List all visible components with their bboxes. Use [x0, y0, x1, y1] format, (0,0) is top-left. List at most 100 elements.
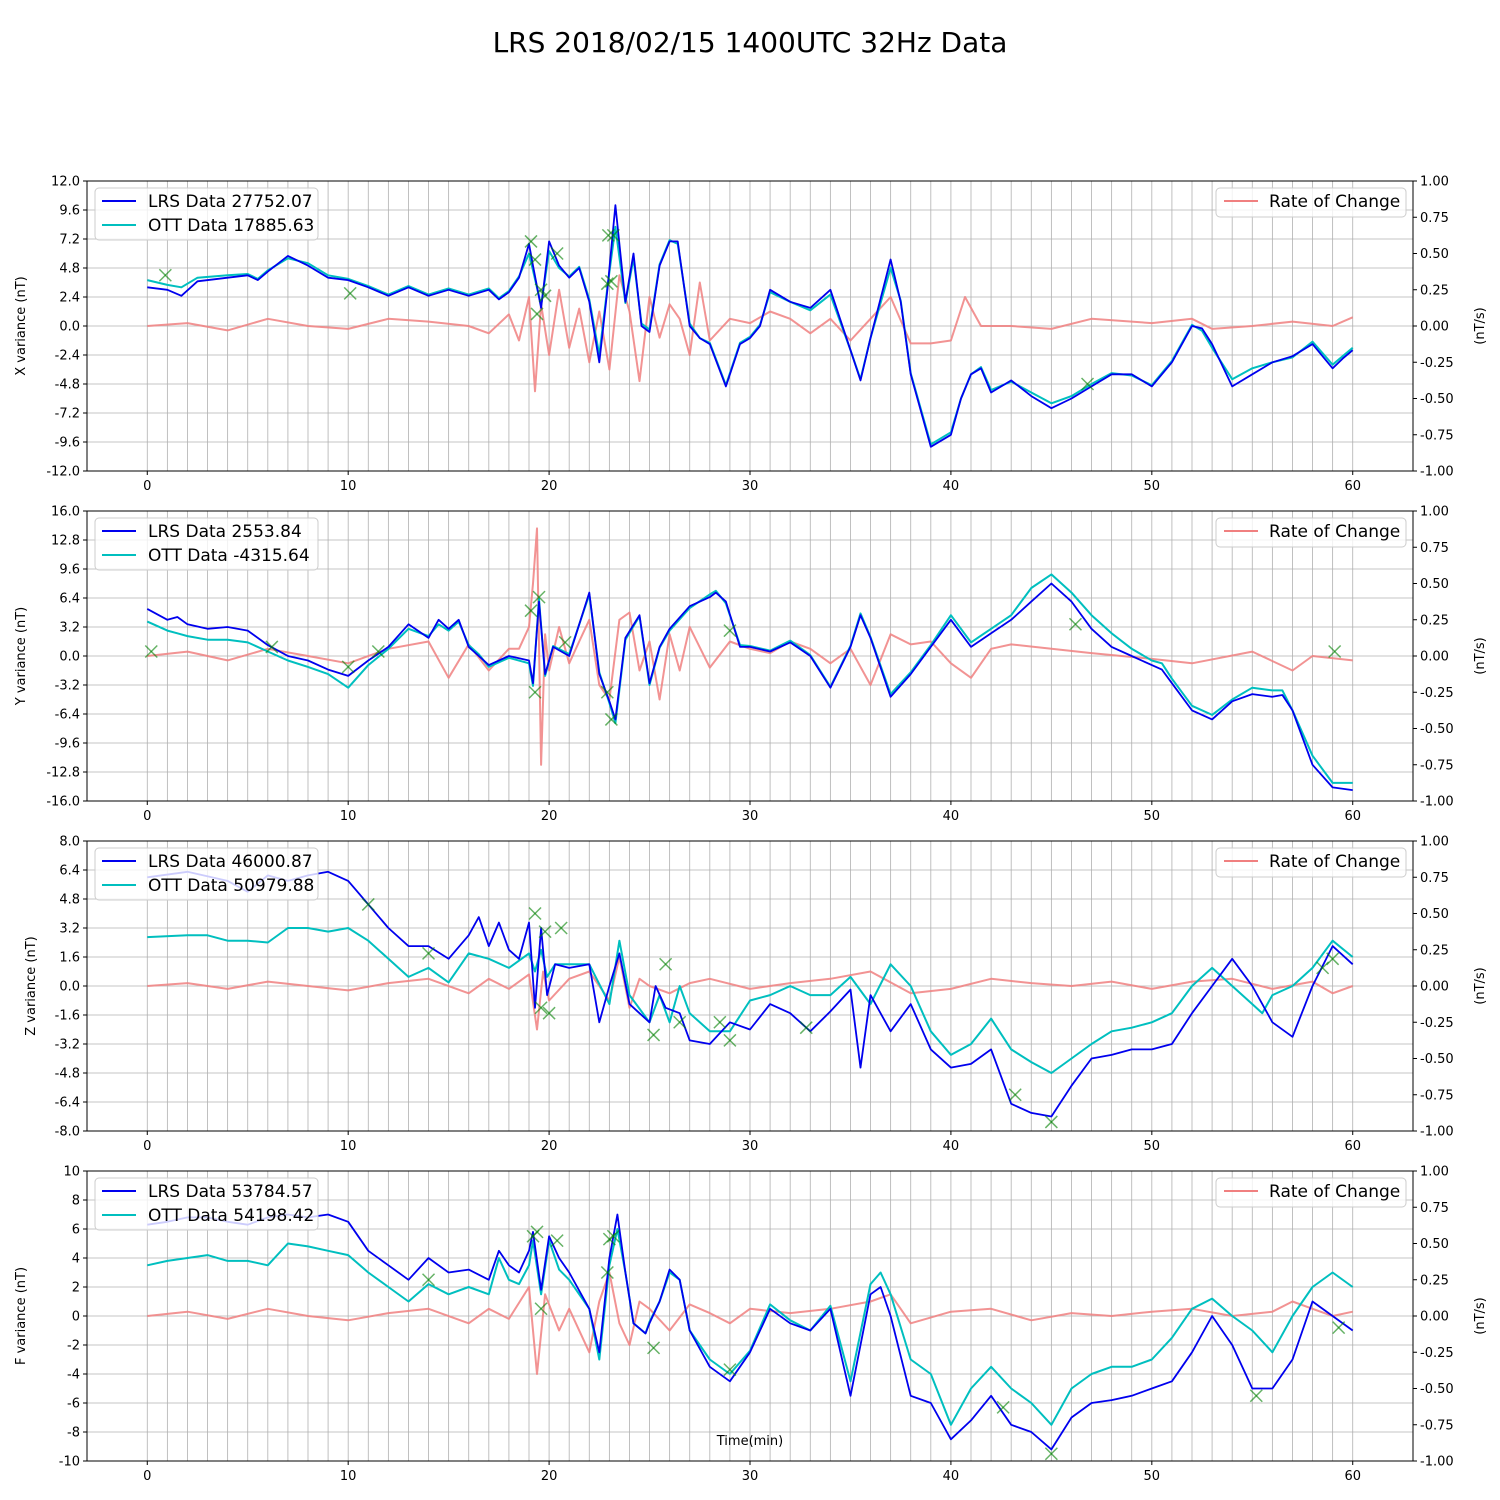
x-marker-stroke — [532, 590, 546, 604]
y-tick-label: -8 — [67, 1426, 80, 1441]
rate-of-change-line — [147, 1271, 1353, 1375]
x-marker-stroke — [600, 1265, 614, 1280]
x-marker — [1328, 644, 1342, 658]
x-marker-stroke — [558, 635, 572, 649]
y2-tick-label: -1.00 — [1420, 795, 1454, 810]
x-marker-stroke — [528, 685, 542, 699]
y-tick-label: -4.8 — [55, 378, 80, 393]
y-tick-label: -3.2 — [55, 679, 80, 694]
x-marker-stroke — [647, 1028, 661, 1042]
x-tick-label: 60 — [1344, 1139, 1361, 1154]
x-marker — [1044, 1447, 1058, 1461]
y-tick-label: -4 — [67, 1368, 80, 1383]
x-marker — [600, 277, 614, 291]
x-marker — [799, 1021, 813, 1035]
y2-tick-label: -0.25 — [1420, 1016, 1454, 1031]
x-marker-stroke — [1008, 1088, 1022, 1102]
x-marker — [673, 1015, 687, 1029]
x-marker — [534, 283, 548, 297]
panel-4: 1086420-2-4-6-8-101.000.750.500.250.00-0… — [14, 1165, 1488, 1485]
x-tick-label: 20 — [541, 1469, 558, 1484]
y2-tick-label: 0.00 — [1420, 320, 1449, 335]
y-tick-label: 6 — [72, 1223, 80, 1238]
x-marker-stroke — [673, 1015, 687, 1029]
y-tick-label: 8.0 — [59, 835, 80, 850]
x-marker — [528, 253, 542, 267]
x-marker-stroke — [1044, 1115, 1058, 1129]
x-marker — [713, 1015, 727, 1029]
y-tick-label: 12.0 — [51, 175, 80, 190]
x-marker-stroke — [422, 1273, 436, 1287]
x-marker — [1249, 1389, 1263, 1403]
x-tick-label: 20 — [541, 809, 558, 824]
x-tick-label: 20 — [541, 1139, 558, 1154]
y2-tick-label: 0.00 — [1420, 650, 1449, 665]
x-marker-stroke — [542, 1006, 556, 1020]
y-tick-label: 3.2 — [59, 922, 80, 937]
y-tick-label: -12.8 — [46, 766, 80, 781]
x-marker — [647, 1028, 661, 1042]
x-marker-stroke — [534, 283, 548, 297]
x-marker — [542, 1006, 556, 1020]
y-tick-label: -7.2 — [55, 407, 80, 422]
x-marker — [600, 1265, 614, 1280]
x-marker-stroke — [723, 1033, 737, 1047]
y-tick-label: 6.4 — [59, 864, 80, 879]
y-tick-label: 1.6 — [59, 951, 80, 966]
x-tick-label: 10 — [340, 1139, 357, 1154]
y2-tick-label: 0.50 — [1420, 577, 1449, 592]
lrs-data-line — [146, 582, 1353, 791]
x-marker-stroke — [600, 277, 614, 291]
x-marker — [528, 906, 542, 921]
x-tick-label: 40 — [943, 1469, 960, 1484]
x-marker-stroke — [659, 957, 673, 971]
x-marker-stroke — [606, 228, 620, 242]
x-tick-label: 10 — [340, 809, 357, 824]
y-tick-label: 3.2 — [59, 621, 80, 636]
legend-label-ott: OTT Data -4315.64 — [148, 546, 310, 566]
x-marker-stroke — [144, 644, 158, 658]
legend-data: LRS Data 46000.87 OTT Data 50979.88 — [94, 847, 319, 901]
x-marker-stroke — [265, 640, 279, 654]
legend-data: LRS Data 2553.84 OTT Data -4315.64 — [94, 517, 319, 571]
x-marker-stroke — [524, 234, 538, 248]
y2-tick-label: -0.25 — [1420, 1346, 1454, 1361]
y-tick-label: 8 — [72, 1194, 80, 1209]
y-tick-label: 6.4 — [59, 592, 80, 607]
y2-tick-label: 0.25 — [1420, 283, 1449, 298]
x-tick-label: 30 — [742, 1139, 759, 1154]
y2-axis-label: (nT/s) — [1473, 967, 1488, 1004]
x-marker-stroke — [343, 286, 357, 300]
y2-tick-label: 0.25 — [1420, 613, 1449, 628]
x-marker — [604, 712, 618, 726]
y-tick-label: 0 — [72, 1310, 80, 1325]
y2-tick-label: 0.75 — [1420, 871, 1449, 886]
x-marker-stroke — [606, 1229, 620, 1243]
y2-tick-label: 0.50 — [1420, 907, 1449, 922]
y-tick-label: -6 — [67, 1397, 80, 1412]
x-marker — [158, 268, 172, 282]
y-tick-label: 10 — [63, 1165, 80, 1180]
y-tick-label: 4.8 — [59, 893, 80, 908]
y-tick-label: -9.6 — [55, 737, 80, 752]
x-marker — [606, 228, 620, 242]
x-marker — [532, 590, 546, 604]
x-marker — [550, 246, 564, 261]
x-marker-stroke — [1068, 617, 1083, 631]
y2-tick-label: -1.00 — [1420, 465, 1454, 480]
x-marker — [371, 644, 385, 658]
y2-tick-label: -0.25 — [1420, 356, 1454, 371]
y-tick-label: -1.6 — [55, 1009, 80, 1024]
x-marker — [601, 228, 615, 242]
legend-label-lrs: LRS Data 46000.87 — [148, 852, 313, 872]
x-marker-stroke — [1044, 1447, 1058, 1461]
x-marker-stroke — [1249, 1389, 1263, 1403]
y-tick-label: -2 — [67, 1339, 80, 1354]
y2-tick-label: -1.00 — [1420, 1125, 1454, 1140]
y-tick-label: 16.0 — [51, 505, 80, 520]
y2-tick-label: -0.25 — [1420, 686, 1454, 701]
y2-tick-label: 0.75 — [1420, 1201, 1449, 1216]
x-marker-stroke — [604, 712, 618, 726]
legend-data: LRS Data 27752.07 OTT Data 17885.63 — [94, 187, 319, 241]
x-marker-stroke — [538, 289, 552, 303]
